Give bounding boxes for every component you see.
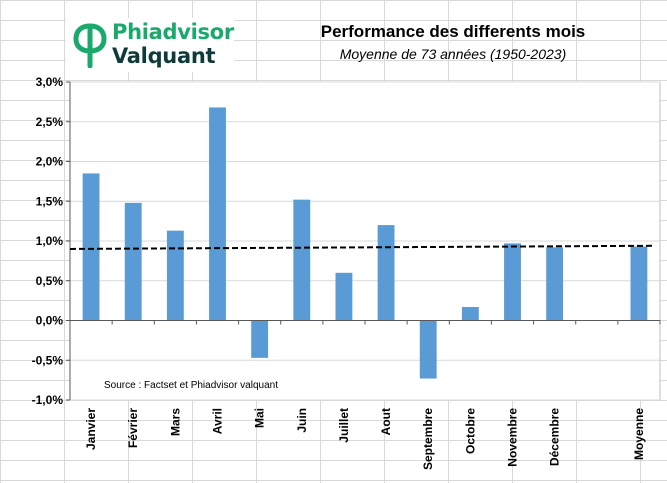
x-tick-label: Mars bbox=[168, 408, 182, 436]
y-tick-label: 2,0% bbox=[36, 155, 64, 169]
bar bbox=[124, 202, 142, 321]
y-tick-label: -1,0% bbox=[32, 393, 64, 407]
bar bbox=[209, 107, 226, 321]
bar bbox=[461, 306, 479, 321]
bar bbox=[166, 230, 184, 321]
x-tick-label: Aout bbox=[379, 408, 393, 435]
logo-text-valquant: Valquant bbox=[112, 44, 216, 68]
trend-line bbox=[69, 244, 655, 250]
x-tick-label: Octobre bbox=[463, 408, 477, 454]
bar bbox=[504, 243, 521, 321]
y-tick-label: 2,5% bbox=[36, 115, 64, 129]
bar bbox=[293, 199, 311, 321]
x-tick-label: Janvier bbox=[84, 408, 98, 450]
y-tick-label: 3,0% bbox=[36, 75, 64, 89]
chart-subtitle: Moyenne de 73 années (1950-2023) bbox=[339, 46, 567, 62]
y-tick-label: -0,5% bbox=[32, 353, 64, 367]
bar bbox=[546, 247, 564, 321]
chart-title: Performance des differents mois bbox=[320, 22, 586, 41]
x-tick-label: Juin bbox=[295, 408, 309, 433]
bar bbox=[630, 246, 648, 321]
source-note: Source : Factset et Phiadvisor valquant bbox=[104, 380, 278, 391]
y-tick-label: 0,5% bbox=[36, 274, 64, 288]
logo-text-phiadvisor: Phiadvisor bbox=[112, 20, 234, 44]
x-tick-label: Moyenne bbox=[632, 408, 646, 460]
x-tick-label: Septembre bbox=[421, 408, 435, 470]
y-tick-label: 1,0% bbox=[36, 234, 64, 248]
x-tick-label: Décembre bbox=[548, 408, 562, 466]
y-tick-label: 0,0% bbox=[36, 314, 64, 328]
bar bbox=[82, 173, 100, 321]
bar bbox=[251, 320, 269, 358]
phiadvisor-logo-icon bbox=[73, 23, 107, 68]
x-tick-label: Février bbox=[126, 408, 140, 448]
x-tick-label: Novembre bbox=[506, 408, 520, 467]
bar bbox=[377, 225, 395, 321]
bar bbox=[419, 320, 437, 379]
x-tick-label: Avril bbox=[211, 408, 225, 434]
x-tick-label: Juillet bbox=[337, 408, 351, 443]
logo: Phiadvisor Valquant bbox=[66, 18, 234, 72]
x-tick-label: Mai bbox=[253, 408, 267, 428]
bar bbox=[335, 272, 353, 321]
y-tick-label: 1,5% bbox=[36, 194, 64, 208]
